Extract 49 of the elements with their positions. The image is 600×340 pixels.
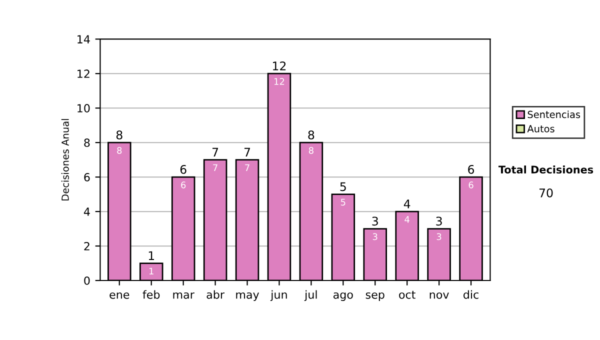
data-label: 4	[404, 216, 410, 223]
y-axis-title: Decisiones Anual	[61, 119, 69, 200]
x-tick-label: ago	[333, 292, 353, 301]
total-label: 5	[340, 182, 346, 192]
total-label: 6	[468, 164, 474, 174]
data-label: 5	[340, 198, 346, 206]
text: 70	[539, 188, 553, 198]
data-label: 7	[213, 164, 218, 171]
y-tick-label: 10	[78, 104, 90, 112]
total-label: 3	[436, 216, 442, 226]
x-tick-label: jun	[270, 290, 287, 301]
total-label: 3	[372, 216, 378, 226]
total-label: 6	[180, 164, 186, 174]
data-label: 8	[308, 147, 314, 154]
text: Total Decisiones	[498, 165, 594, 174]
y-tick-label: 0	[84, 276, 90, 285]
x-tick-label: jul	[304, 290, 317, 301]
y-tick-label: 14	[78, 35, 90, 44]
x-tick-label: dic	[464, 290, 478, 299]
x-tick-label: mar	[173, 292, 194, 299]
total-label: 8	[308, 130, 314, 140]
data-label: 12	[274, 78, 284, 85]
legend-label: Autos	[527, 125, 554, 132]
data-label: 7	[245, 164, 250, 171]
data-label: 6	[468, 182, 474, 188]
total-label: 8	[116, 130, 122, 140]
data-label: 8	[117, 147, 122, 154]
x-tick-label: may	[236, 292, 260, 301]
data-label: 3	[372, 233, 378, 240]
x-tick-label: feb	[142, 290, 160, 299]
total-label: 7	[212, 148, 218, 156]
x-tick-label: ene	[110, 292, 130, 299]
x-tick-label: oct	[399, 290, 416, 299]
data-label: 6	[181, 182, 186, 188]
y-tick-label: 6	[84, 173, 90, 182]
y-tick-label: 12	[78, 70, 90, 78]
y-tick-label: 2	[84, 242, 90, 250]
total-label: 1	[148, 251, 154, 260]
total-label: 7	[244, 148, 250, 156]
total-label: 4	[404, 200, 410, 208]
x-tick-label: abr	[206, 290, 224, 299]
legend-label: Sentencias	[528, 110, 580, 118]
data-label: 3	[436, 233, 442, 240]
x-tick-label: sep	[366, 292, 384, 301]
y-tick-label: 8	[84, 138, 90, 147]
y-tick-label: 4	[84, 208, 90, 216]
data-label: 1	[149, 268, 154, 274]
x-tick-label: nov	[430, 292, 449, 299]
total-label: 12	[273, 62, 286, 70]
